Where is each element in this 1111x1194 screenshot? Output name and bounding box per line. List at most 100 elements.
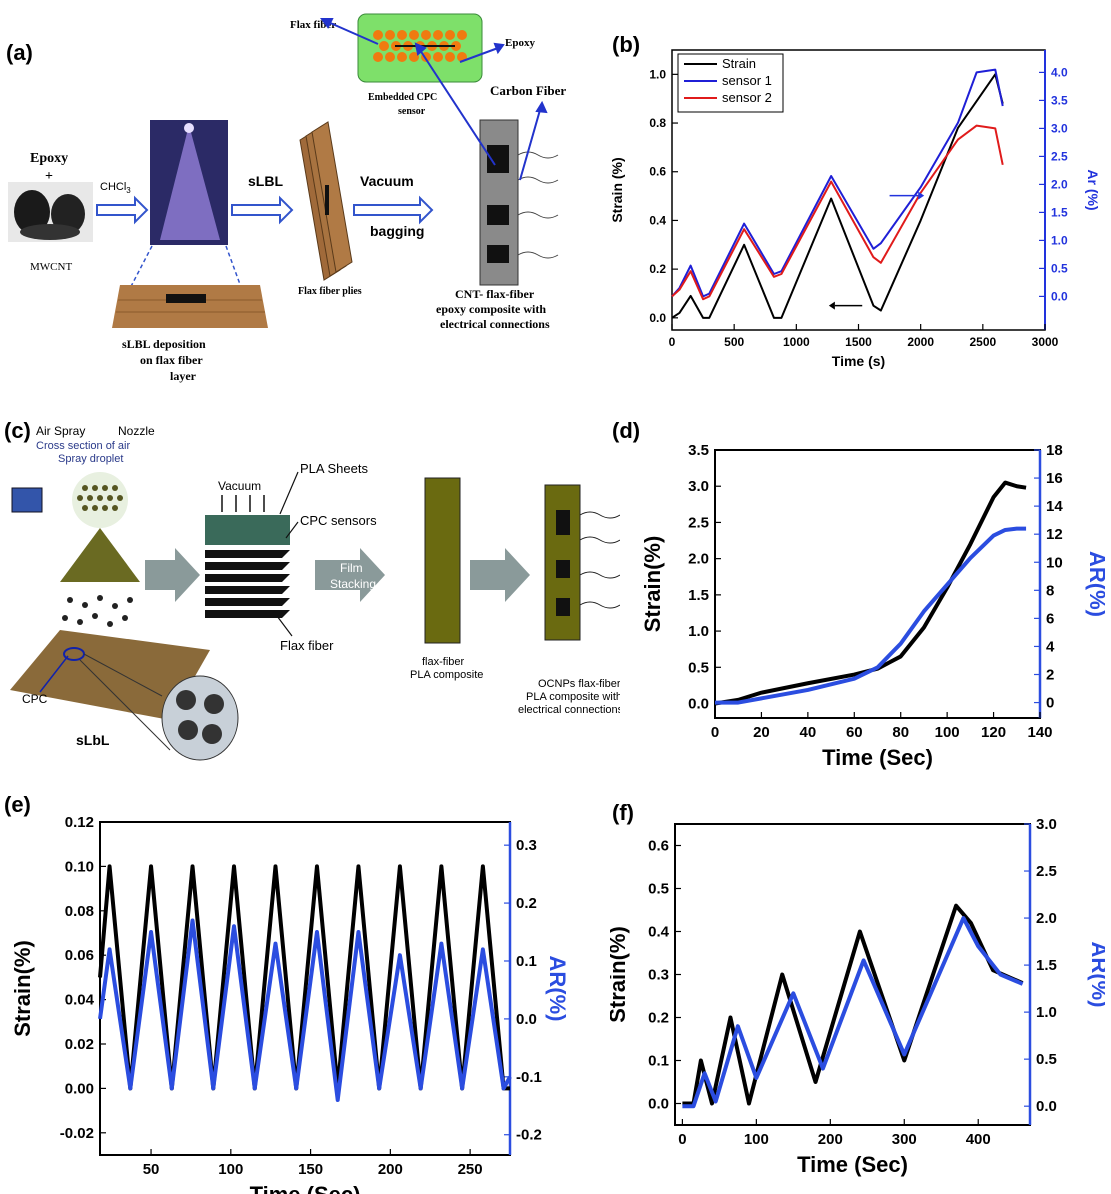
y2-axis-label: AR(%) bbox=[545, 956, 570, 1022]
flax-fiber-label-c: Flax fiber bbox=[280, 638, 334, 653]
y2-tick-label: 4.0 bbox=[1051, 65, 1068, 79]
y2-tick-label: 0.1 bbox=[516, 953, 537, 970]
flow-arrow-1 bbox=[96, 195, 149, 225]
stack-image bbox=[205, 495, 290, 618]
x-tick-label: 2000 bbox=[907, 335, 934, 349]
y2-tick-label: -0.1 bbox=[516, 1069, 542, 1086]
x-tick-label: 3000 bbox=[1032, 335, 1059, 349]
ocnp-label-3: electrical connections bbox=[518, 704, 620, 716]
cpc-label: CPC bbox=[22, 692, 48, 706]
y2-tick-label: 3.0 bbox=[1036, 816, 1057, 833]
y2-tick-label: 2 bbox=[1046, 667, 1054, 684]
flax-plies-image bbox=[299, 121, 353, 281]
embedded-label-1: Embedded CPC bbox=[368, 92, 437, 103]
ocnp-label-2: PLA composite with bbox=[526, 691, 620, 703]
y-tick-label: 0.0 bbox=[648, 1096, 669, 1113]
y2-axis-label: AR(%) bbox=[1087, 942, 1105, 1008]
y-tick-label: 0.10 bbox=[65, 858, 94, 875]
chart-d: 0 20 40 60 80 100 120 1400.00.51.01.52.02.53.03… bbox=[640, 442, 1105, 770]
y-tick-label: 3.0 bbox=[688, 478, 709, 495]
y2-tick-label: 1.5 bbox=[1036, 957, 1057, 974]
series-line-2 bbox=[715, 526, 1027, 705]
spray-image bbox=[150, 120, 228, 245]
y-tick-label: 0.04 bbox=[65, 992, 95, 1009]
x-tick-label: 200 bbox=[818, 1131, 843, 1148]
plus-text: + bbox=[45, 169, 53, 184]
cpc-sensors-label: CPC sensors bbox=[300, 513, 377, 528]
x-tick-label: 1000 bbox=[783, 335, 810, 349]
x-tick-label: 0 bbox=[711, 724, 719, 741]
panel-label-a: (a) bbox=[6, 40, 33, 65]
mwcnt-text: MWCNT bbox=[30, 261, 72, 273]
flow-arrow-c3 bbox=[470, 548, 530, 602]
series-line-2 bbox=[682, 916, 1024, 1109]
y-tick-label: 1.0 bbox=[649, 67, 666, 81]
flow-arrow-2 bbox=[231, 195, 294, 225]
y-axis-label: Strain(%) bbox=[10, 940, 35, 1037]
y-tick-label: 0.0 bbox=[688, 696, 709, 713]
y-tick-label: 0.2 bbox=[648, 1010, 669, 1027]
composite-label-2: epoxy composite with bbox=[436, 302, 546, 316]
y2-axis-label: Ar (%) bbox=[1085, 169, 1101, 210]
y-tick-label: 0.2 bbox=[649, 262, 666, 276]
flow-arrow-c1 bbox=[145, 548, 200, 602]
epoxy-text: Epoxy bbox=[30, 151, 68, 166]
y2-tick-label: 12 bbox=[1046, 526, 1063, 543]
legend: Strain sensor 1 sensor 2 bbox=[677, 53, 784, 113]
x-tick-label: 150 bbox=[298, 1161, 323, 1178]
series-line-2 bbox=[98, 918, 512, 1102]
mwcnt-image bbox=[8, 182, 93, 242]
y-tick-label: 3.5 bbox=[688, 442, 709, 459]
x-tick-label: 250 bbox=[458, 1161, 483, 1178]
panel-label-c: (c) bbox=[4, 418, 31, 443]
series-line-1 bbox=[682, 903, 1024, 1106]
slbl-deposition-line3: layer bbox=[170, 369, 197, 383]
composite-label-3: electrical connections bbox=[440, 317, 550, 331]
composite-label-1: CNT- flax-fiber bbox=[455, 287, 535, 301]
x-tick-label: 0 bbox=[669, 335, 676, 349]
nozzle-text: Nozzle bbox=[118, 424, 155, 438]
x-axis-label: Time (Sec) bbox=[822, 745, 933, 770]
vacuum-text: Vacuum bbox=[360, 173, 414, 189]
x-tick-label: 2500 bbox=[969, 335, 996, 349]
y2-tick-label: 0.0 bbox=[1051, 289, 1068, 303]
legend-entry-3: sensor 2 bbox=[722, 90, 772, 105]
y-tick-label: 0.5 bbox=[688, 659, 709, 676]
slbl-deposition-line1: sLBL deposition bbox=[122, 337, 206, 351]
cross-section-line2: Spray droplet bbox=[58, 453, 123, 465]
flax-pla-composite-image bbox=[424, 477, 461, 644]
y-tick-label: 0.0 bbox=[649, 311, 666, 325]
y-tick-label: 0.06 bbox=[65, 947, 94, 964]
slbl-text: sLBL bbox=[248, 173, 283, 189]
x-tick-label: 100 bbox=[935, 724, 960, 741]
flow-arrow-3 bbox=[353, 195, 434, 225]
x-tick-label: 200 bbox=[378, 1161, 403, 1178]
y2-tick-label: 0.0 bbox=[516, 1011, 537, 1028]
y-tick-label: 0.08 bbox=[65, 903, 94, 920]
chcl3-text: CHCl3 bbox=[100, 181, 131, 195]
flax-pla-label-1: flax-fiber bbox=[422, 656, 465, 668]
y-tick-label: 1.5 bbox=[688, 587, 709, 604]
series-line-1 bbox=[714, 480, 1027, 706]
y-tick-label: 0.6 bbox=[649, 165, 666, 179]
y2-tick-label: 0.2 bbox=[516, 895, 537, 912]
y2-tick-label: -0.2 bbox=[516, 1127, 542, 1144]
pla-sheets-label: PLA Sheets bbox=[300, 461, 368, 476]
slbl-label-c: sLbL bbox=[76, 732, 110, 748]
embedded-label-2: sensor bbox=[398, 106, 426, 117]
panel-label-d: (d) bbox=[612, 418, 641, 443]
cross-section-line1: Cross section of air bbox=[36, 440, 130, 452]
film-label: Film bbox=[340, 561, 363, 575]
y-tick-label: 0.12 bbox=[65, 814, 94, 831]
carbon-fiber-label: Carbon Fiber bbox=[490, 83, 566, 98]
x-tick-label: 60 bbox=[846, 724, 863, 741]
x-tick-label: 0 bbox=[678, 1131, 686, 1148]
plot-frame bbox=[674, 823, 1031, 1126]
series-line-2 bbox=[671, 68, 1004, 298]
y-tick-label: 0.3 bbox=[648, 967, 669, 984]
chart-e: 50 100 150 200 250 -0.02 0.00 0.02 0.04 0.06 0.08 0… bbox=[10, 814, 570, 1194]
spray-nozzle-image bbox=[10, 472, 239, 761]
y2-tick-label: 1.5 bbox=[1051, 205, 1068, 219]
y2-tick-label: 14 bbox=[1046, 498, 1063, 515]
y2-tick-label: 0.3 bbox=[516, 837, 537, 854]
